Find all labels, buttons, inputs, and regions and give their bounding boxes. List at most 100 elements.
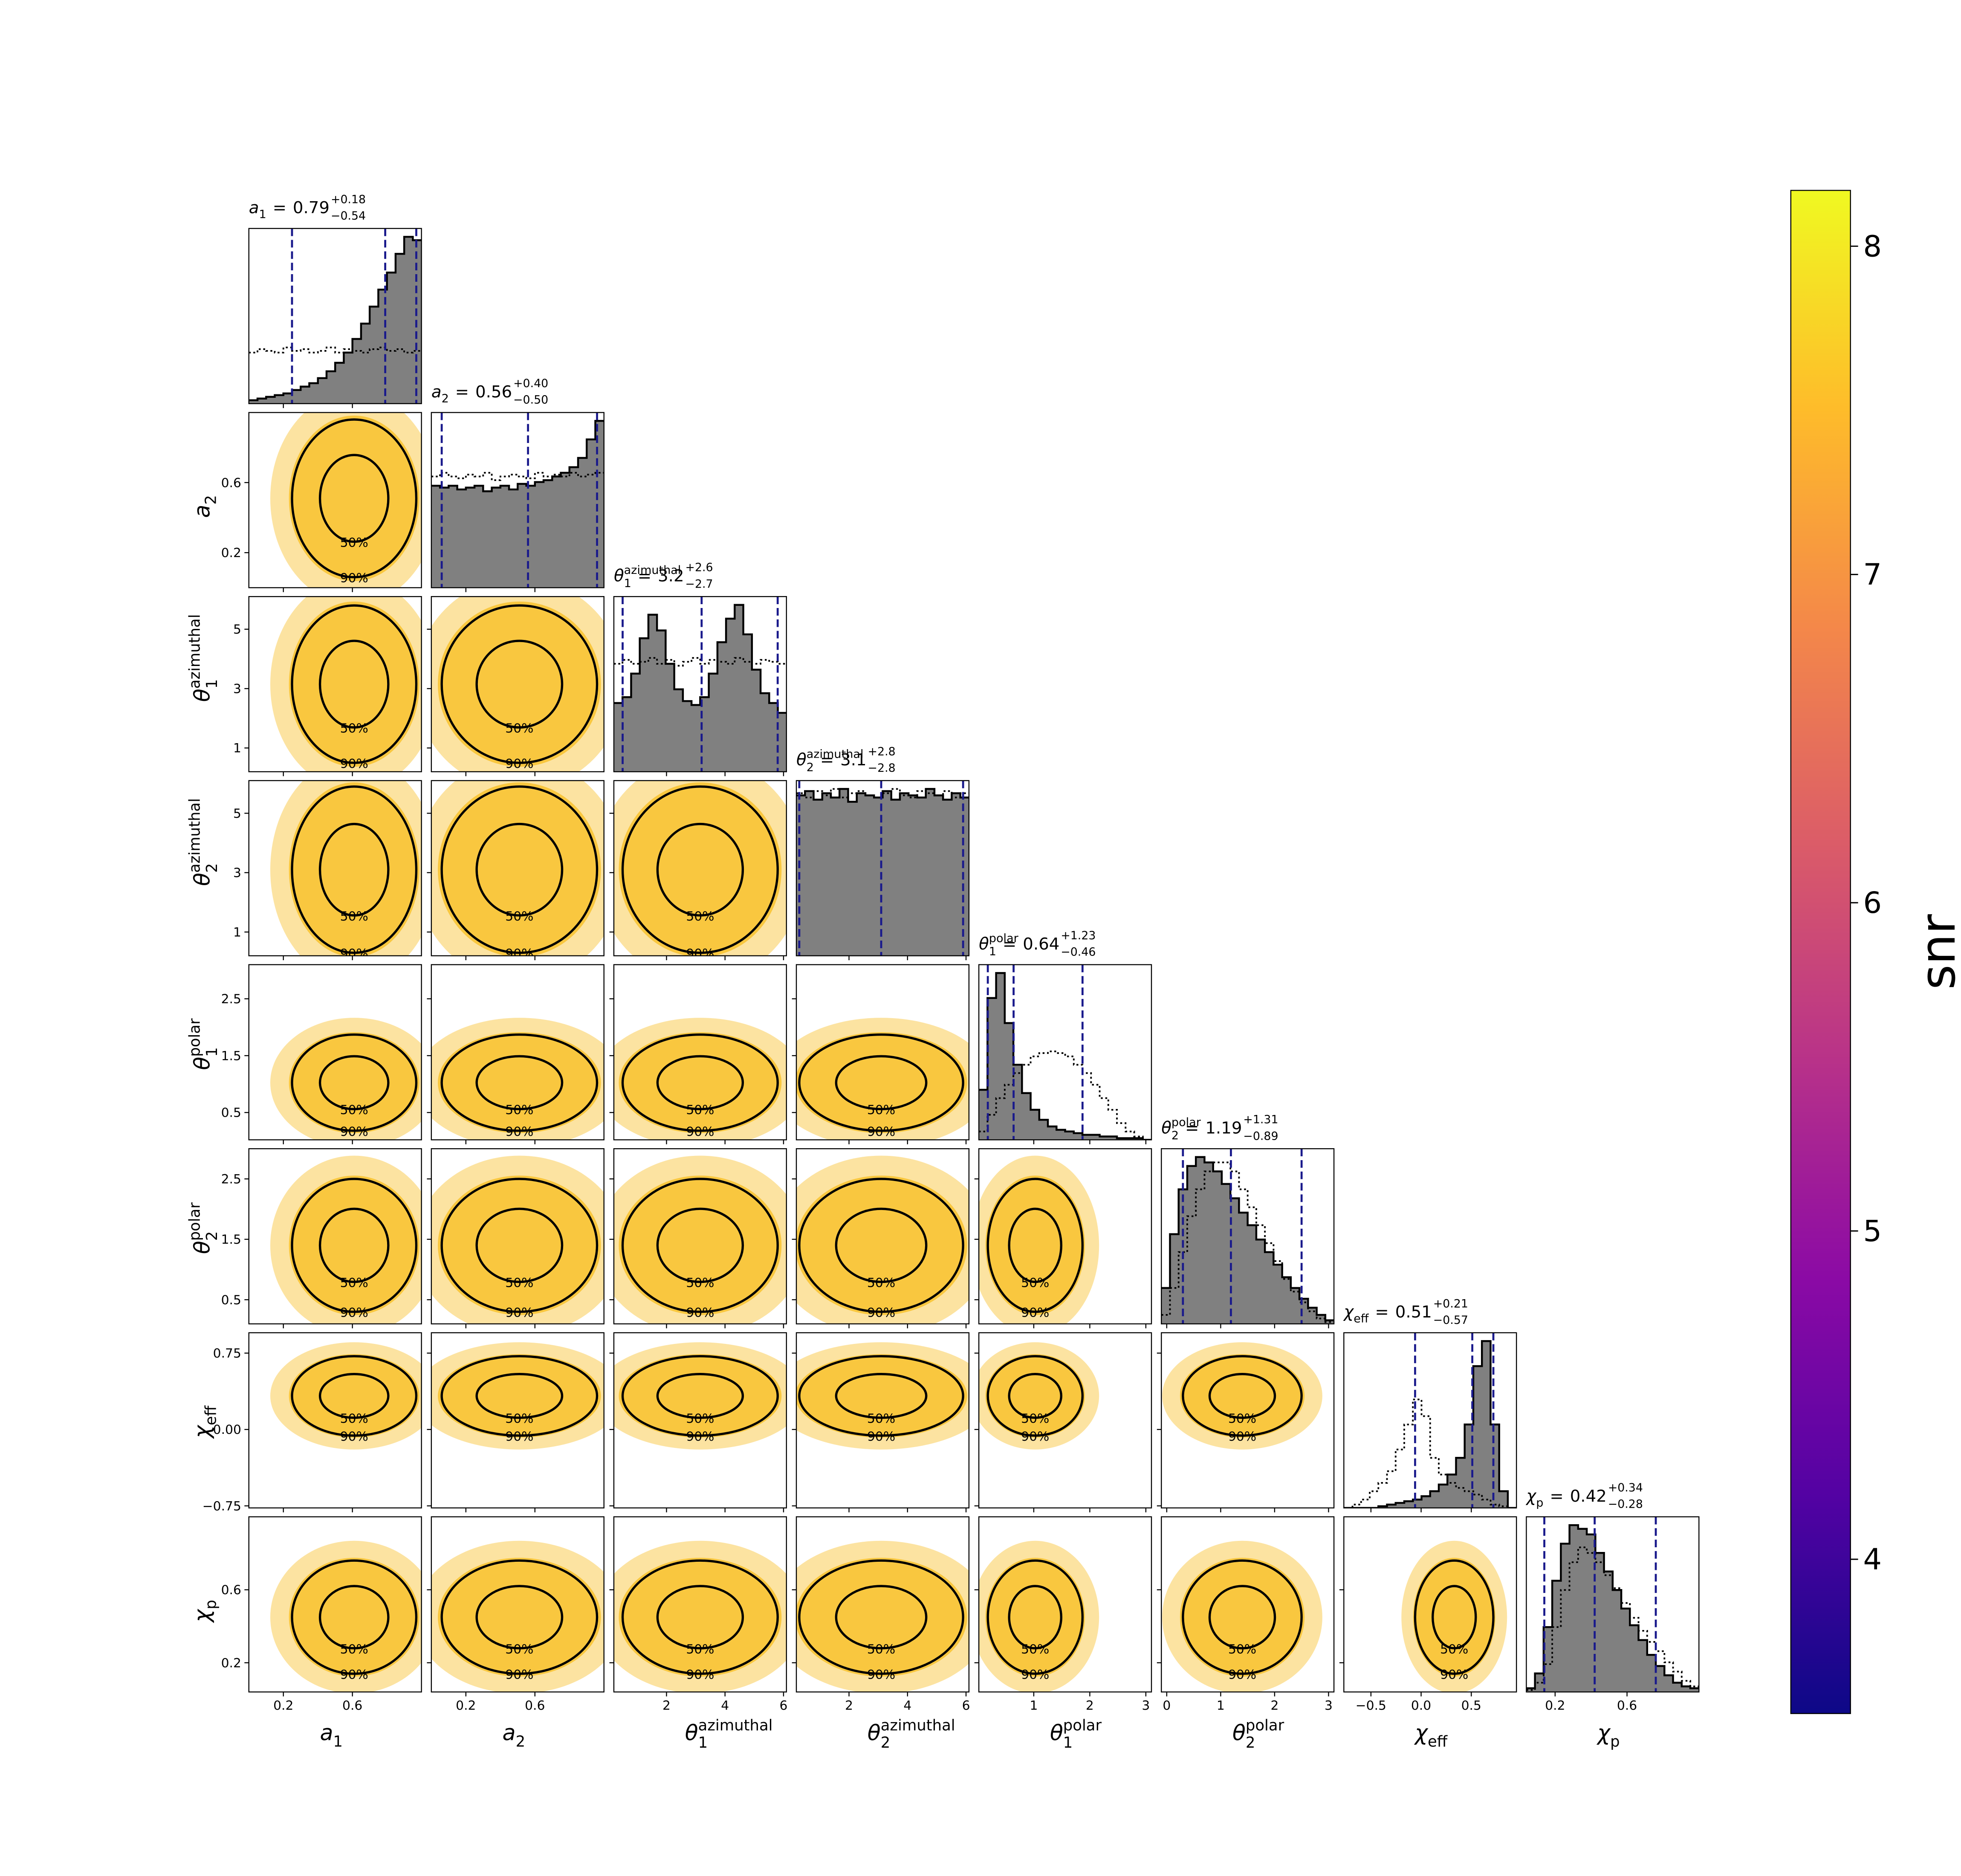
symbol: θ — [1161, 1118, 1171, 1138]
panel-content — [249, 228, 422, 404]
contour-label: 90% — [1021, 1429, 1049, 1444]
hist-bar — [1578, 1529, 1588, 1692]
hist-bar — [1664, 1675, 1674, 1692]
scatter-panel: 50% 90% 0.2 0.6 — [221, 412, 422, 592]
y-tick-label: 1 — [233, 925, 241, 940]
panel-title: θpolar 1 = 0.64 — [979, 932, 1059, 958]
hist-bar — [1404, 1501, 1414, 1508]
hist-bar — [561, 472, 570, 588]
symbol: θ — [189, 873, 214, 886]
hist-bar — [283, 393, 292, 404]
hist-bar — [926, 789, 935, 956]
hist-outline — [431, 420, 604, 492]
hist-bar — [769, 703, 778, 772]
scatter-core — [619, 1175, 782, 1315]
contour-label: 90% — [505, 1124, 533, 1139]
contour-label: 90% — [867, 1124, 895, 1139]
scatter-core — [985, 1175, 1085, 1315]
contour — [835, 1207, 928, 1283]
symbol: χ — [1525, 1487, 1537, 1506]
hist-bar — [1673, 1682, 1682, 1692]
superscript: azimuthal — [881, 1717, 955, 1734]
contour — [291, 1033, 418, 1132]
scatter-core — [438, 1032, 601, 1133]
x-axis-label: a2 — [503, 1720, 526, 1750]
x-tick-label: 6 — [962, 1698, 970, 1713]
y-axis-label: a2 — [189, 495, 220, 518]
contour — [656, 822, 744, 917]
scatter-panel: 50%90%−0.750.000.75 — [202, 1332, 422, 1514]
y-tick-label: 5 — [233, 622, 241, 637]
panel-content: 50% 90% — [1162, 1540, 1322, 1692]
y-tick-label: 2.5 — [221, 1172, 241, 1187]
panel-content: 50% 90% — [796, 1155, 969, 1324]
contour-label: 50% — [867, 1642, 895, 1657]
hist-bar — [1552, 1581, 1562, 1692]
panel-content: 50% 90% — [1401, 1540, 1507, 1692]
hist-bar — [657, 630, 666, 772]
scatter-core — [289, 601, 419, 767]
subscript: 2 — [1246, 1734, 1255, 1752]
equals: = — [1550, 1487, 1563, 1506]
hist-bar — [526, 486, 535, 588]
panel-frame — [613, 1516, 787, 1693]
panel-title: χp = 0.42 — [1525, 1487, 1606, 1510]
hist-bar — [1395, 1503, 1405, 1508]
x-axis-label: χeff — [1414, 1720, 1448, 1750]
superscript: polar — [186, 1202, 204, 1241]
scatter-panel: 50%90% — [609, 1148, 787, 1329]
superscript: azimuthal — [186, 798, 204, 873]
contour-label: 50% — [340, 1411, 368, 1426]
hist-bar — [1073, 1133, 1083, 1140]
panel-frame — [248, 228, 422, 404]
panel-frame — [795, 1148, 970, 1325]
panel-frame — [978, 1148, 1152, 1325]
contour-label: 50% — [340, 1642, 368, 1657]
superscript: polar — [1171, 1116, 1201, 1129]
hist-bar — [1308, 1308, 1317, 1324]
contour — [475, 1207, 564, 1283]
colorbar-tick-label: 5 — [1863, 1214, 1882, 1248]
panel-frame — [1343, 1516, 1517, 1693]
hist-bar — [761, 693, 770, 772]
symbol: θ — [189, 689, 214, 702]
scatter-panel: 50% 90% 1 2 3 — [974, 1516, 1152, 1713]
hist-bar — [1587, 1534, 1596, 1692]
contour — [291, 1178, 418, 1313]
panel-frame — [431, 964, 604, 1141]
hist-bar — [1213, 1171, 1222, 1324]
hist-bar — [1316, 1314, 1326, 1324]
contour-label: 90% — [686, 1124, 714, 1139]
contour-label: 90% — [340, 1306, 368, 1320]
lower-error: −0.28 — [1608, 1498, 1643, 1511]
panel-frame — [248, 964, 422, 1141]
prior-line — [613, 657, 787, 667]
panel-content: 50% 90% — [431, 780, 604, 956]
hist-bar — [483, 491, 492, 588]
hist-bar — [1230, 1198, 1240, 1324]
scatter-core — [289, 1175, 419, 1315]
contour-label: 90% — [340, 1429, 368, 1444]
hist-bar — [1196, 1157, 1205, 1324]
contour — [1008, 1373, 1063, 1419]
scatter-panel: 50%90% — [609, 1332, 787, 1513]
equals: = — [273, 198, 286, 217]
x-tick-label: 0.6 — [342, 1698, 362, 1713]
hist-bar — [395, 254, 405, 404]
contour — [1182, 1355, 1303, 1437]
scatter-core — [438, 1354, 601, 1438]
hist-bar — [1681, 1686, 1691, 1692]
lower-error: −0.46 — [1061, 946, 1096, 959]
upper-error: +2.8 — [868, 745, 896, 758]
symbol: a — [503, 1720, 516, 1745]
symbol: χ — [1596, 1720, 1611, 1745]
y-tick-label: 3 — [233, 866, 241, 880]
hist-bar — [979, 1089, 988, 1140]
scatter-panel: 50%90% — [427, 780, 604, 961]
contour-label: 90% — [686, 1429, 714, 1444]
scatter-core — [289, 782, 419, 956]
contour-label: 90% — [1228, 1429, 1256, 1444]
hist-bar — [1170, 1234, 1179, 1324]
contour — [475, 640, 564, 729]
scatter-core — [1413, 1558, 1495, 1677]
